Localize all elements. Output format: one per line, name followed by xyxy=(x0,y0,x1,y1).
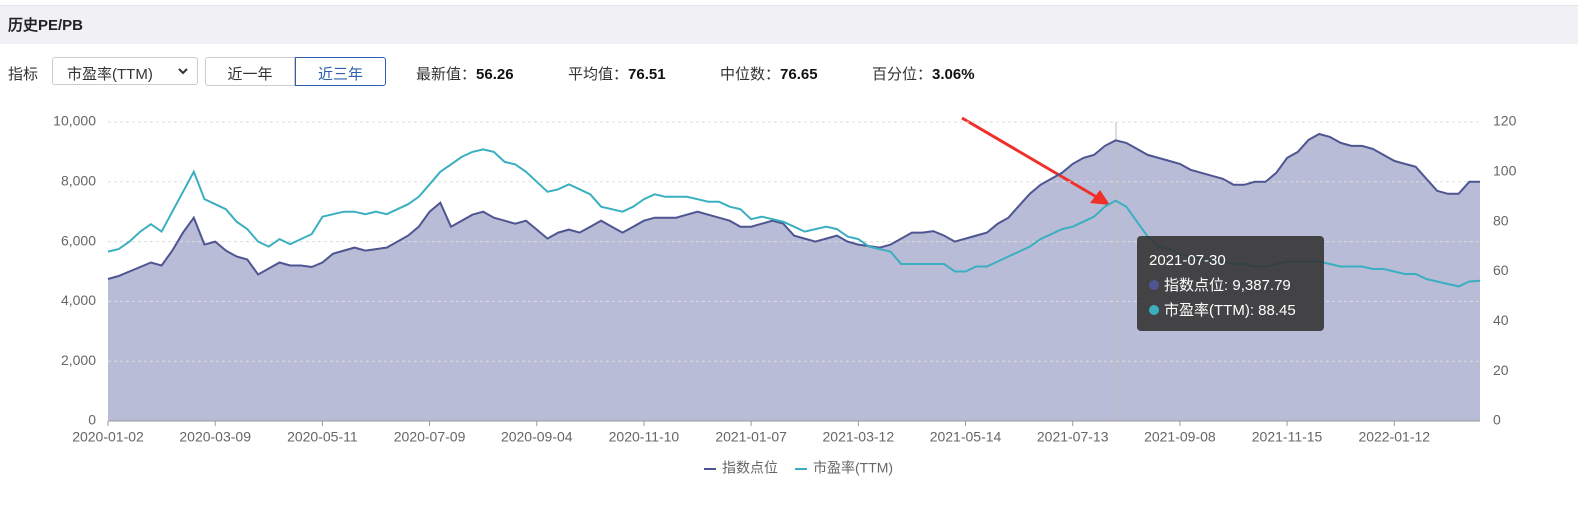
y-tick-label: 6,000 xyxy=(61,232,96,248)
tooltip-name: 指数点位 xyxy=(1164,277,1225,294)
header-bar: 历史PE/PB xyxy=(0,5,1578,44)
x-tick-label: 2021-03-12 xyxy=(823,429,895,445)
legend-label: 市盈率(TTM) xyxy=(813,460,893,476)
x-tick-label: 2021-07-13 xyxy=(1037,429,1109,445)
stat: 百分位：3.06% xyxy=(872,63,975,84)
y2-tick-label: 40 xyxy=(1493,312,1509,328)
y2-tick-label: 80 xyxy=(1493,212,1509,228)
stat-label: 百分位： xyxy=(872,66,933,83)
tooltip-value: 88.45 xyxy=(1258,302,1296,319)
x-tick-label: 2020-09-04 xyxy=(501,429,573,445)
stat: 最新值：56.26 xyxy=(416,63,514,84)
y-tick-label: 8,000 xyxy=(61,173,96,189)
y-tick-label: 0 xyxy=(88,412,96,428)
range-button[interactable]: 近一年 xyxy=(205,57,295,86)
x-tick-label: 2020-07-09 xyxy=(394,429,466,445)
y2-tick-label: 120 xyxy=(1493,113,1517,129)
x-tick-label: 2020-11-10 xyxy=(609,429,680,445)
tooltip-dot xyxy=(1149,305,1159,315)
x-tick-label: 2021-11-15 xyxy=(1252,429,1323,445)
x-tick-label: 2021-09-08 xyxy=(1144,429,1216,445)
y-tick-label: 4,000 xyxy=(61,292,96,308)
stat-value: 76.51 xyxy=(628,66,666,83)
range-button[interactable]: 近三年 xyxy=(295,57,386,86)
chevron xyxy=(178,68,188,75)
legend-label: 指数点位 xyxy=(722,460,778,476)
indicator-label: 指标 xyxy=(8,66,39,83)
arrow-head xyxy=(1090,190,1110,205)
indicator-select[interactable]: 市盈率(TTM) xyxy=(52,57,198,85)
x-tick-label: 2020-03-09 xyxy=(179,429,251,445)
x-tick-label: 2022-01-12 xyxy=(1358,429,1430,445)
tooltip-dot xyxy=(1149,280,1159,290)
line xyxy=(107,132,1480,280)
page-title: 历史PE/PB xyxy=(8,17,84,34)
stat: 中位数：76.65 xyxy=(720,63,818,84)
tooltip-date: 2021-07-30 xyxy=(1149,252,1226,269)
x-tick-label: 2020-01-02 xyxy=(72,429,144,445)
annotation-arrow xyxy=(961,116,1101,201)
y2-tick-label: 100 xyxy=(1493,163,1517,179)
stat-value: 3.06% xyxy=(932,66,975,83)
x-tick-label: 2020-05-11 xyxy=(287,429,358,445)
select-text: 市盈率(TTM) xyxy=(67,66,153,83)
stat-value: 76.65 xyxy=(780,66,818,83)
y2-tick-label: 60 xyxy=(1493,262,1509,278)
tooltip-name: 市盈率(TTM) xyxy=(1164,302,1250,319)
y-tick-label: 2,000 xyxy=(61,352,96,368)
stat-label: 平均值： xyxy=(568,66,629,83)
tooltip-row: 市盈率(TTM): 88.45 xyxy=(1149,298,1324,323)
y2-tick-label: 0 xyxy=(1493,412,1501,428)
x-tick-label: 2021-01-07 xyxy=(715,429,787,445)
stat-label: 中位数： xyxy=(720,66,781,83)
area xyxy=(108,134,1480,421)
y2-tick-label: 20 xyxy=(1493,362,1509,378)
y-tick-label: 10,000 xyxy=(53,113,96,129)
stat-value: 56.26 xyxy=(476,66,514,83)
x-tick-label: 2021-05-14 xyxy=(930,429,1002,445)
tooltip-row: 指数点位: 9,387.79 xyxy=(1149,273,1324,298)
tooltip: 2021-07-30 指数点位: 9,387.79 市盈率(TTM): 88.4… xyxy=(1137,236,1324,331)
stat: 平均值：76.51 xyxy=(568,63,666,84)
stat-label: 最新值： xyxy=(416,66,477,83)
tooltip-value: 9,387.79 xyxy=(1232,277,1291,294)
